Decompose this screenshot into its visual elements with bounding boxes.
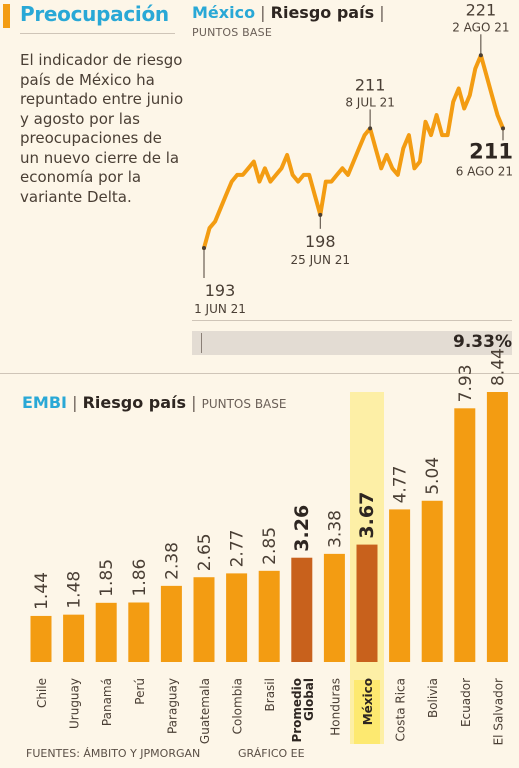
bar-chart-subtitle: PUNTOS BASE xyxy=(201,397,287,411)
category-label: El Salvador xyxy=(491,678,505,745)
bar-uruguay xyxy=(63,614,85,662)
bar-chart-title: EMBI | Riesgo país | PUNTOS BASE xyxy=(22,393,287,412)
category-label: Panamá xyxy=(100,678,114,726)
annotation-point xyxy=(202,246,206,251)
bar-value-label: 3.26 xyxy=(291,505,313,552)
bar-méxico xyxy=(356,544,378,662)
annotation-point xyxy=(501,126,505,131)
bar-panamá xyxy=(95,602,117,662)
mexico-label-band xyxy=(354,680,380,744)
bar-value-label: 5.04 xyxy=(423,457,443,495)
bar-value-label: 1.86 xyxy=(130,559,150,597)
annotation-value: 221 xyxy=(466,0,497,19)
line-chart-subtitle: PUNTOS BASE xyxy=(192,26,272,39)
bar-value-label: 2.65 xyxy=(195,533,215,571)
bar-colombia xyxy=(226,573,248,662)
page-title: Preocupación xyxy=(20,2,169,26)
bar-paraguay xyxy=(160,585,182,662)
category-label: Bolivia xyxy=(426,678,440,718)
bar-value-label: 2.77 xyxy=(228,530,248,568)
bar-value-label: 3.38 xyxy=(325,510,345,548)
annotation-date: 6 AGO 21 xyxy=(456,164,513,178)
bar-value-label: 4.77 xyxy=(391,466,411,504)
line-title-metric: Riesgo país xyxy=(270,3,375,22)
credit-text: GRÁFICO EE xyxy=(238,747,305,760)
change-value: 9.33% xyxy=(453,332,512,352)
sources-text: FUENTES: ÁMBITO Y JPMORGAN xyxy=(26,747,201,760)
bar-costa-rica xyxy=(389,509,411,662)
line-series xyxy=(202,53,505,251)
category-label: México xyxy=(361,678,375,725)
bar-title-index: EMBI xyxy=(22,393,67,412)
annotation-point xyxy=(368,126,373,131)
bar-value-label: 7.93 xyxy=(456,364,476,402)
category-label: Uruguay xyxy=(68,678,82,729)
bar-value-label: 1.48 xyxy=(65,571,85,609)
bar-chile xyxy=(30,615,52,662)
bar-value-label: 1.44 xyxy=(32,572,52,610)
bar-promedio-global xyxy=(291,557,313,662)
section-divider xyxy=(0,373,519,374)
title-divider xyxy=(20,33,175,34)
change-box-tick xyxy=(201,333,202,353)
category-label: Costa Rica xyxy=(394,678,408,741)
category-label: Paraguay xyxy=(165,678,179,734)
annotation-date: 2 AGO 21 xyxy=(452,20,509,34)
bar-value-label: 8.44 xyxy=(488,348,508,386)
bar-perú xyxy=(128,602,150,662)
bar-brasil xyxy=(258,570,280,662)
line-title-country: México xyxy=(192,3,256,22)
bar-value-label: 1.85 xyxy=(97,559,117,597)
bar-bolivia xyxy=(421,500,443,662)
line-chart-title: México | Riesgo país | xyxy=(192,3,385,22)
annotation-point xyxy=(478,53,483,58)
bar-honduras xyxy=(323,553,345,662)
bar-value-label: 2.85 xyxy=(260,527,280,565)
change-divider xyxy=(192,320,512,321)
bar-guatemala xyxy=(193,577,215,662)
annotation-value: 198 xyxy=(305,232,336,251)
lead-text: El indicador de riesgo país de México ha… xyxy=(20,51,184,206)
bar-value-label: 2.38 xyxy=(162,542,182,580)
annotation-point xyxy=(318,212,323,217)
category-label: Global xyxy=(302,678,316,721)
category-label: Colombia xyxy=(231,678,245,734)
category-label: Honduras xyxy=(328,678,342,736)
change-box xyxy=(192,331,512,355)
category-label: Perú xyxy=(133,678,147,705)
bar-el-salvador xyxy=(486,392,508,662)
accent-bar xyxy=(3,4,10,28)
annotation-date: 1 JUN 21 xyxy=(194,302,246,316)
annotation-date: 8 JUL 21 xyxy=(345,95,395,109)
annotation-value: 211 xyxy=(355,75,386,94)
annotation-value: 211 xyxy=(469,139,513,163)
category-label: Ecuador xyxy=(459,678,473,727)
bar-value-label: 3.67 xyxy=(356,492,378,539)
annotation-date: 25 JUN 21 xyxy=(291,253,350,267)
bar-ecuador xyxy=(454,408,476,662)
bar-title-metric: Riesgo país xyxy=(82,393,187,412)
category-label: Promedio xyxy=(290,678,304,743)
category-label: Chile xyxy=(35,678,49,708)
annotation-value: 193 xyxy=(205,281,236,300)
category-label: Brasil xyxy=(263,678,277,711)
category-label: Guatemala xyxy=(198,678,212,744)
